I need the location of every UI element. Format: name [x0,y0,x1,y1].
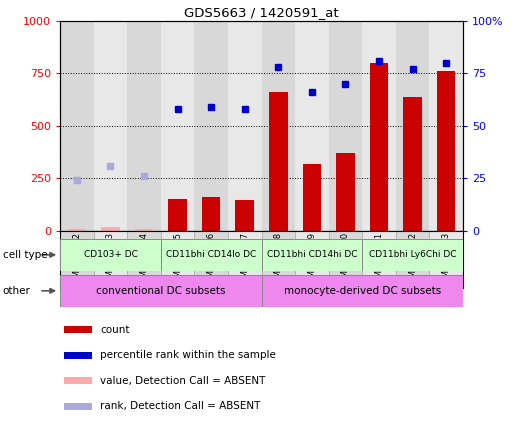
Bar [429,21,463,231]
Bar [396,231,429,288]
Bar [161,239,262,271]
Text: CD11bhi Ly6Chi DC: CD11bhi Ly6Chi DC [369,250,456,259]
Bar [168,199,187,231]
Bar [202,197,220,231]
Bar [362,231,396,288]
Bar [328,21,362,231]
Text: GSM1582757: GSM1582757 [240,232,249,288]
Bar [228,231,262,288]
Text: CD11bhi CD14hi DC: CD11bhi CD14hi DC [267,250,357,259]
Bar [370,63,388,231]
Bar [403,96,422,231]
Bar [161,21,195,231]
Text: GSM1582761: GSM1582761 [374,232,383,288]
Bar [362,239,463,271]
Bar [328,231,362,288]
Text: percentile rank within the sample: percentile rank within the sample [100,350,276,360]
Bar [64,403,93,409]
Text: other: other [3,286,30,296]
Text: value, Detection Call = ABSENT: value, Detection Call = ABSENT [100,376,266,386]
Text: GSM1582762: GSM1582762 [408,232,417,288]
Bar [437,71,456,231]
Text: GSM1582753: GSM1582753 [106,232,115,288]
Bar [127,231,161,288]
Bar [228,21,262,231]
Bar [60,231,94,288]
Text: GSM1582752: GSM1582752 [72,232,82,288]
Bar [60,21,94,231]
Text: conventional DC subsets: conventional DC subsets [96,286,225,296]
Bar [396,21,429,231]
Bar [64,377,93,384]
Bar [429,231,463,288]
Bar [67,230,86,231]
Text: count: count [100,325,130,335]
Text: GSM1582755: GSM1582755 [173,232,182,288]
Bar [295,21,328,231]
Bar [195,231,228,288]
Bar [262,21,295,231]
Bar [262,239,362,271]
Text: GSM1582759: GSM1582759 [308,232,316,288]
Text: GSM1582760: GSM1582760 [341,232,350,288]
Bar [60,239,161,271]
Bar [295,231,328,288]
Bar [60,275,262,307]
Text: rank, Detection Call = ABSENT: rank, Detection Call = ABSENT [100,401,261,411]
Text: GSM1582754: GSM1582754 [140,232,149,288]
Bar [135,229,153,231]
Text: GSM1582763: GSM1582763 [441,232,451,288]
Bar [336,153,355,231]
Bar [94,21,127,231]
Bar [269,92,288,231]
Bar [94,231,127,288]
Bar [127,21,161,231]
Text: CD103+ DC: CD103+ DC [84,250,138,259]
Text: cell type: cell type [3,250,47,260]
Bar [101,228,120,231]
Text: CD11bhi CD14lo DC: CD11bhi CD14lo DC [166,250,256,259]
Bar [262,275,463,307]
Text: GSM1582758: GSM1582758 [274,232,283,288]
Text: GSM1582756: GSM1582756 [207,232,215,288]
Bar [303,164,321,231]
Bar [362,21,396,231]
Bar [235,200,254,231]
Title: GDS5663 / 1420591_at: GDS5663 / 1420591_at [184,5,339,19]
Text: monocyte-derived DC subsets: monocyte-derived DC subsets [283,286,441,296]
Bar [195,21,228,231]
Bar [262,231,295,288]
Bar [64,352,93,359]
Bar [161,231,195,288]
Bar [64,327,93,333]
